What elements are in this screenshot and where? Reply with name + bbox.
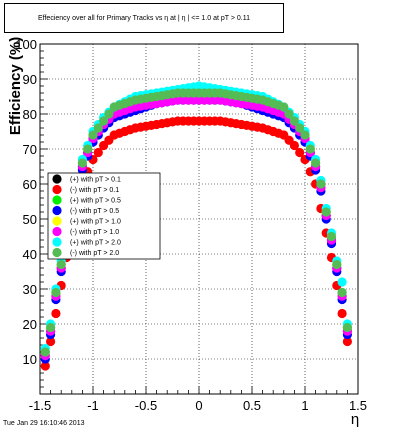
data-point <box>337 277 347 287</box>
x-tick-label: 1 <box>301 398 308 413</box>
data-point <box>289 116 299 126</box>
data-point <box>311 158 321 168</box>
x-tick-label: -1 <box>87 398 99 413</box>
legend-label: (-) with pT > 2.0 <box>70 250 119 257</box>
legend-label: (-) with pT > 1.0 <box>70 229 119 236</box>
data-point <box>46 336 56 347</box>
legend-marker <box>52 247 62 258</box>
data-point <box>99 116 109 126</box>
y-tick-label: 100 <box>15 37 37 52</box>
data-point <box>279 102 289 112</box>
data-point <box>46 322 56 333</box>
data-point <box>295 123 305 133</box>
data-point <box>332 259 342 270</box>
legend-label: (+) with pT > 2.0 <box>70 240 121 247</box>
y-tick-label: 90 <box>23 72 37 87</box>
x-axis-label: η <box>351 411 359 428</box>
y-tick-label: 60 <box>23 177 37 192</box>
data-point <box>300 130 310 140</box>
legend-label: (-) with pT > 0.5 <box>70 208 119 215</box>
data-point <box>337 308 347 319</box>
data-point <box>321 207 331 217</box>
legend-marker <box>52 174 62 184</box>
title-box: Effeciency over all for Primary Tracks v… <box>4 3 284 33</box>
data-point <box>93 123 103 133</box>
data-point <box>295 147 305 158</box>
data-point <box>56 259 66 270</box>
data-point <box>40 361 50 371</box>
data-point <box>93 147 103 158</box>
data-point <box>77 158 87 168</box>
timestamp-footer: Tue Jan 29 16:10:46 2013 <box>3 420 85 427</box>
data-point <box>305 144 315 154</box>
x-tick-label: -1.5 <box>29 398 51 413</box>
data-point <box>104 109 114 119</box>
data-point <box>289 140 299 151</box>
legend-label: (-) with pT > 0.1 <box>70 187 119 194</box>
y-tick-label: 10 <box>23 352 37 367</box>
legend-marker <box>52 216 62 226</box>
legend-label: (+) with pT > 0.5 <box>70 198 121 205</box>
data-point <box>284 109 294 119</box>
chart-title: Effeciency over all for Primary Tracks v… <box>38 14 250 22</box>
y-tick-label: 80 <box>23 107 37 122</box>
data-point <box>326 231 337 242</box>
data-point <box>51 287 61 298</box>
data-point <box>51 308 61 319</box>
data-point <box>88 130 98 140</box>
x-tick-label: 0 <box>195 398 202 413</box>
x-tick-label: -0.5 <box>135 398 157 413</box>
y-tick-label: 20 <box>23 317 37 332</box>
y-tick-label: 40 <box>23 247 37 262</box>
x-tick-label: 1.5 <box>349 398 367 413</box>
data-point <box>337 287 347 298</box>
y-tick-label: 30 <box>23 282 37 297</box>
legend-marker <box>52 237 62 247</box>
legend-marker <box>52 195 62 205</box>
data-point <box>83 144 93 154</box>
legend-label: (+) with pT > 1.0 <box>70 219 121 226</box>
data-point <box>40 347 50 357</box>
data-point <box>342 336 352 347</box>
legend-label: (+) with pT > 0.1 <box>70 177 121 184</box>
legend-box <box>47 172 161 260</box>
legend-marker <box>52 184 62 195</box>
y-tick-label: 50 <box>23 212 37 227</box>
y-tick-label: 70 <box>23 142 37 157</box>
x-tick-label: 0.5 <box>243 398 261 413</box>
legend-marker <box>52 205 62 216</box>
legend-marker <box>52 226 62 237</box>
data-point <box>316 179 326 189</box>
data-point <box>342 322 352 333</box>
y-axis-label: Efficiency (%) <box>7 37 24 135</box>
